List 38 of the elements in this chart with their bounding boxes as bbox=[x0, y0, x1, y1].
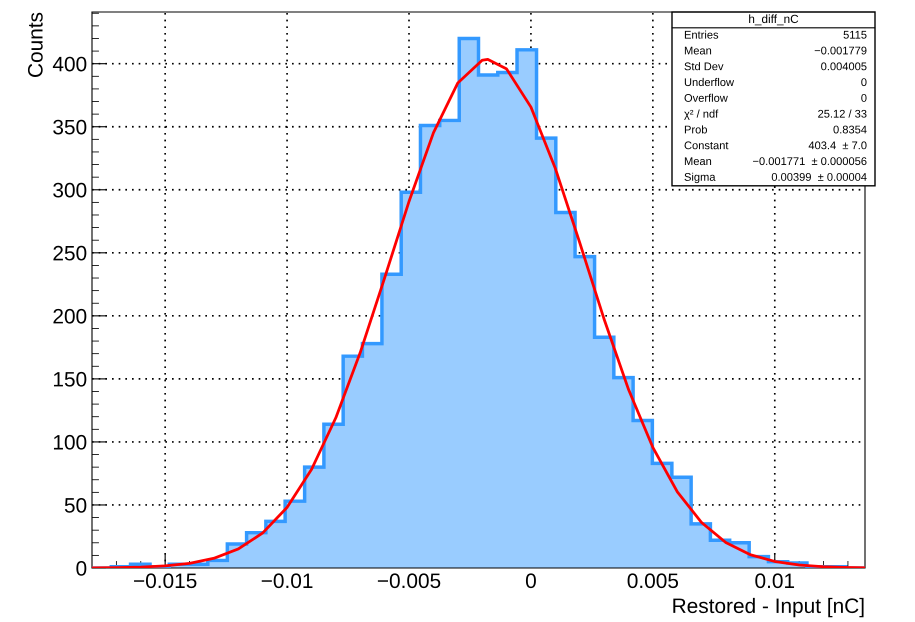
annotation: −0.001771 ± 0.000056 bbox=[753, 157, 867, 166]
annotation: −0.001779 bbox=[814, 46, 866, 54]
y-tick-label: 300 bbox=[53, 182, 86, 198]
x-tick-label: −0.01 bbox=[262, 573, 312, 588]
annotation: Mean bbox=[684, 46, 712, 54]
annotation: 0.004005 bbox=[821, 62, 867, 70]
x-tick-label: 0 bbox=[526, 573, 536, 588]
annotation: 0 bbox=[861, 78, 867, 86]
x-tick-label: −0.005 bbox=[378, 573, 440, 588]
y-tick-label: 100 bbox=[54, 434, 86, 450]
x-tick-label: −0.015 bbox=[134, 573, 196, 588]
annotation: Std Dev bbox=[684, 62, 724, 70]
annotation: Sigma bbox=[684, 172, 716, 184]
y-tick-label: 0 bbox=[76, 561, 86, 576]
annotation: h_diff_nC bbox=[749, 14, 798, 26]
annotation: 25.12 / 33 bbox=[818, 110, 867, 118]
annotation: Mean bbox=[684, 157, 712, 166]
y-tick-label: 250 bbox=[53, 246, 86, 261]
annotation: Overflow bbox=[684, 94, 728, 102]
x-tick-label: 0.005 bbox=[628, 573, 678, 588]
annotation: χ² / ndf bbox=[684, 110, 718, 120]
annotation: Constant bbox=[684, 141, 728, 150]
x-axis-title: Restored - Input [nC] bbox=[673, 598, 864, 618]
annotation: Underflow bbox=[684, 78, 734, 86]
y-axis-title: Counts bbox=[28, 12, 43, 77]
y-tick-label: 150 bbox=[54, 372, 86, 387]
annotation: Prob bbox=[684, 125, 708, 134]
annotation: 0.00399 ± 0.00004 bbox=[772, 173, 867, 181]
annotation: 0 bbox=[861, 94, 867, 102]
y-tick-label: 200 bbox=[53, 308, 86, 324]
annotation: 5115 bbox=[844, 30, 867, 39]
y-tick-label: 50 bbox=[64, 498, 86, 513]
annotation: Entries bbox=[684, 30, 718, 39]
y-tick-label: 400 bbox=[52, 56, 86, 72]
y-tick-label: 350 bbox=[53, 120, 86, 134]
x-tick-label: 0.01 bbox=[755, 573, 794, 588]
annotation: 0.8354 bbox=[833, 126, 867, 134]
annotation: 403.4 ± 7.0 bbox=[808, 141, 867, 150]
